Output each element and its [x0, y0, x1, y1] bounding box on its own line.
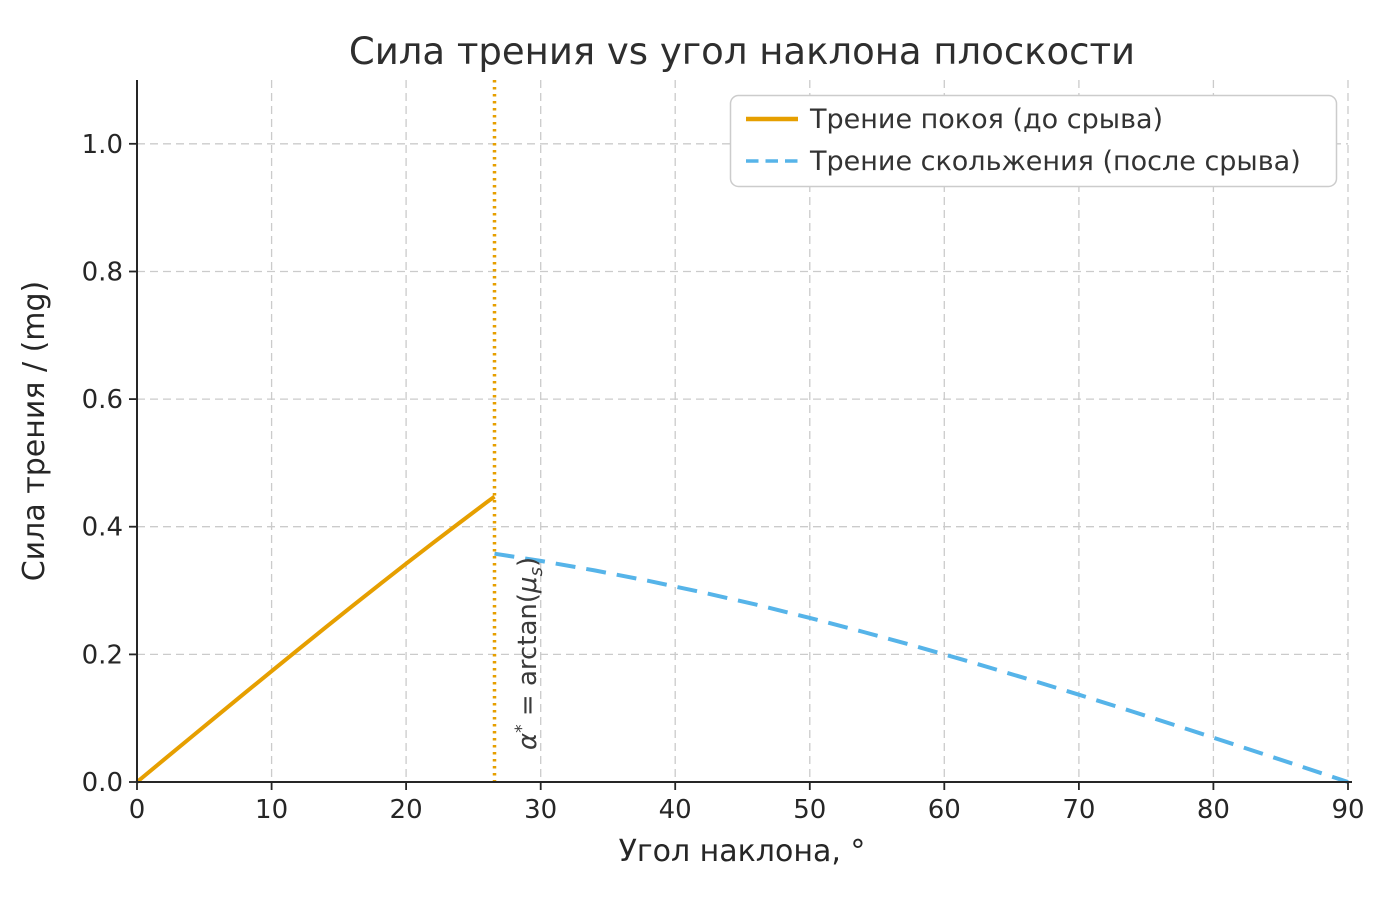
y-tick-label: 0.2 [82, 640, 123, 670]
x-axis-label: Угол наклона, ° [619, 834, 866, 869]
chart-title: Сила трения vs угол наклона плоскости [349, 30, 1135, 73]
annotation-part: ) [513, 557, 543, 567]
static-friction-line [135, 494, 496, 784]
x-tick-label: 30 [524, 795, 557, 825]
y-tick-label: 0.8 [82, 258, 123, 288]
legend-label: Трение покоя (до срыва) [809, 104, 1163, 135]
annotation-part: = arctan( [513, 593, 543, 724]
x-tick-label: 10 [255, 795, 288, 825]
annotation-part: μ [513, 576, 543, 594]
x-tick-label: 60 [928, 795, 961, 825]
x-tick-label: 80 [1197, 795, 1230, 825]
annotation-part: α [513, 733, 543, 750]
y-tick-label: 0.4 [82, 513, 123, 543]
annotation-part: * [512, 724, 532, 733]
y-tick-label: 1.0 [82, 130, 123, 160]
x-tick-label: 0 [129, 795, 146, 825]
y-tick-label: 0.0 [82, 768, 123, 798]
x-tick-label: 90 [1331, 795, 1364, 825]
kinetic-friction-line [494, 551, 1349, 784]
x-tick-label: 20 [390, 795, 423, 825]
legend-label: Трение скольжения (после срыва) [809, 146, 1301, 177]
x-tick-label: 40 [659, 795, 692, 825]
vline-annotation: α* = arctan(μs) [512, 557, 547, 750]
x-tick-label: 50 [793, 795, 826, 825]
legend-box [729, 94, 1338, 188]
x-tick-label: 70 [1062, 795, 1095, 825]
y-tick-label: 0.6 [82, 385, 123, 415]
annotation-part: s [526, 567, 547, 576]
y-axis-label: Сила трения / (mg) [17, 281, 52, 582]
